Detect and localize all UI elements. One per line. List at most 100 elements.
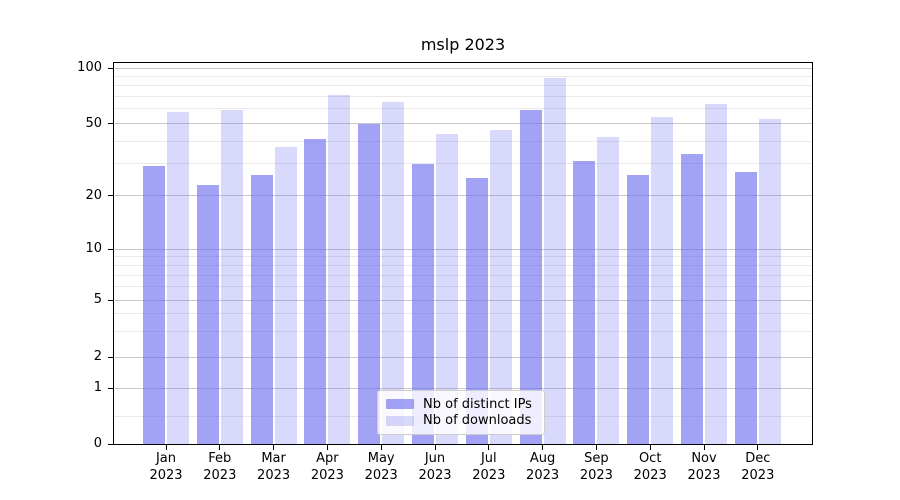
- major-gridline: [114, 248, 812, 250]
- bar-distinct-ips-mar: [250, 174, 273, 444]
- x-tick-label-apr: Apr 2023: [295, 451, 359, 484]
- bar-distinct-ips-nov: [681, 153, 703, 444]
- y-tick-label: 2: [93, 349, 102, 364]
- major-gridline: [114, 67, 812, 69]
- x-tick-label-feb: Feb 2023: [188, 451, 252, 484]
- legend-item-distinct-ips: Nb of distinct IPs: [386, 396, 536, 412]
- legend: Nb of distinct IPs Nb of downloads: [377, 390, 545, 435]
- x-tick-year: 2023: [741, 467, 775, 483]
- x-tick-mark: [703, 445, 705, 450]
- y-tick-label: 100: [77, 60, 102, 75]
- bar-distinct-ips-jan: [143, 166, 165, 444]
- x-tick-month: Feb: [208, 451, 232, 466]
- plot-area: Nb of distinct IPs Nb of downloads: [113, 62, 813, 445]
- legend-swatch-distinct-ips: [386, 399, 414, 410]
- bar-downloads-jan: [167, 111, 189, 444]
- y-tick-mark: [108, 195, 113, 196]
- bar-downloads-mar: [274, 147, 297, 444]
- x-tick-mark: [649, 445, 651, 450]
- x-tick-label-may: May 2023: [349, 451, 413, 484]
- x-tick-month: May: [367, 451, 395, 466]
- major-gridline: [114, 356, 812, 358]
- bar-downloads-feb: [220, 110, 243, 444]
- minor-gridline: [114, 96, 812, 98]
- bar-distinct-ips-jun: [412, 163, 434, 444]
- minor-gridline: [114, 331, 812, 333]
- x-tick-year: 2023: [364, 467, 398, 483]
- bar-downloads-may: [382, 102, 405, 444]
- y-tick-mark: [108, 67, 113, 69]
- legend-item-downloads: Nb of downloads: [386, 413, 536, 429]
- bar-downloads-jul: [489, 130, 512, 444]
- y-tick-mark: [108, 387, 113, 389]
- x-tick-mark: [273, 445, 275, 450]
- x-tick-label-nov: Nov 2023: [672, 451, 736, 484]
- bar-distinct-ips-feb: [196, 184, 219, 444]
- x-tick-month: Jan: [155, 451, 177, 466]
- chart-title: mslp 2023: [420, 35, 506, 54]
- major-gridline: [114, 123, 812, 124]
- x-tick-mark: [757, 445, 759, 450]
- x-tick-year: 2023: [149, 467, 183, 483]
- bar-downloads-oct: [651, 117, 674, 444]
- y-tick-label: 10: [85, 241, 102, 256]
- minor-gridline: [114, 274, 812, 276]
- x-tick-month: Oct: [638, 451, 662, 466]
- x-tick-mark: [165, 445, 167, 450]
- y-tick-label: 1: [93, 380, 102, 395]
- minor-gridline: [114, 163, 812, 165]
- legend-label-distinct-ips: Nb of distinct IPs: [423, 396, 532, 412]
- major-gridline: [114, 195, 812, 196]
- y-tick-label: 0: [93, 436, 102, 451]
- bar-downloads-dec: [758, 118, 781, 444]
- major-gridline: [114, 299, 812, 301]
- y-tick-mark: [108, 356, 113, 358]
- y-tick-mark: [108, 443, 113, 445]
- bar-distinct-ips-jul: [465, 177, 488, 444]
- x-tick-year: 2023: [687, 467, 721, 483]
- bar-distinct-ips-aug: [519, 110, 542, 444]
- x-tick-mark: [595, 445, 597, 450]
- bar-downloads-sep: [597, 137, 620, 444]
- minor-gridline: [114, 286, 812, 288]
- x-tick-month: Apr: [316, 451, 339, 466]
- bar-downloads-jun: [436, 133, 458, 444]
- minor-gridline: [114, 85, 812, 87]
- bar-distinct-ips-may: [358, 123, 381, 444]
- x-tick-label-jun: Jun 2023: [403, 451, 467, 484]
- bar-distinct-ips-apr: [304, 139, 327, 444]
- x-tick-year: 2023: [526, 467, 560, 483]
- y-tick-label: 50: [85, 115, 102, 131]
- x-tick-label-jul: Jul 2023: [457, 451, 521, 484]
- y-tick-mark: [108, 299, 113, 301]
- legend-label-downloads: Nb of downloads: [423, 413, 532, 429]
- x-tick-month: Nov: [691, 451, 717, 466]
- minor-gridline: [114, 264, 812, 266]
- x-tick-year: 2023: [472, 467, 506, 483]
- x-tick-month: Aug: [529, 451, 556, 466]
- legend-swatch-downloads: [386, 415, 414, 426]
- x-tick-month: Mar: [261, 451, 286, 466]
- major-gridline: [114, 387, 812, 389]
- bar-downloads-apr: [328, 95, 351, 444]
- bar-distinct-ips-dec: [734, 171, 757, 444]
- x-tick-mark: [488, 445, 490, 450]
- x-tick-label-oct: Oct 2023: [618, 451, 682, 484]
- y-tick-mark: [108, 123, 113, 124]
- bar-distinct-ips-oct: [627, 174, 650, 444]
- minor-gridline: [114, 313, 812, 315]
- x-tick-mark: [542, 445, 544, 450]
- x-tick-month: Dec: [745, 451, 771, 466]
- x-tick-year: 2023: [310, 467, 344, 483]
- bar-downloads-aug: [543, 78, 566, 444]
- minor-gridline: [114, 108, 812, 110]
- x-tick-mark: [434, 445, 436, 450]
- bar-downloads-nov: [705, 103, 727, 444]
- x-tick-year: 2023: [203, 467, 237, 483]
- y-tick-mark: [108, 248, 113, 250]
- x-tick-year: 2023: [633, 467, 667, 483]
- x-tick-label-dec: Dec 2023: [726, 451, 790, 484]
- bar-distinct-ips-sep: [573, 161, 596, 444]
- minor-gridline: [114, 75, 812, 77]
